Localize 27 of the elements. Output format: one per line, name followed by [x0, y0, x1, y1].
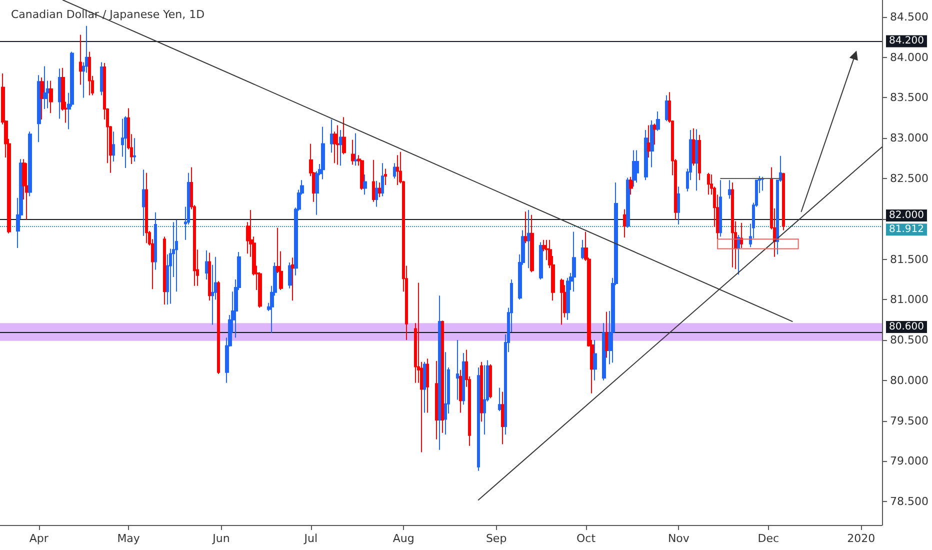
x-tick-label: Dec [758, 532, 780, 545]
y-tick-label: 84.000 [890, 50, 928, 64]
y-tick-label: 84.500 [890, 10, 928, 24]
ref-line-label: 84.200 [889, 36, 924, 47]
y-tick-label: 83.000 [890, 132, 928, 145]
x-tick-label: 2020 [847, 532, 876, 545]
y-tick-label: 79.000 [890, 454, 928, 468]
y-tick-label: 83.500 [890, 91, 928, 104]
x-tick-label: Apr [29, 532, 49, 545]
y-tick-label: 80.000 [890, 374, 928, 387]
y-tick-label: 81.500 [890, 252, 928, 266]
x-tick-label: Jun [212, 532, 230, 545]
y-tick-label: 78.500 [890, 495, 928, 508]
ref-line-label: 82.000 [889, 210, 924, 221]
y-tick-label: 81.000 [890, 293, 928, 306]
x-tick-label: Oct [576, 532, 596, 545]
y-tick-label: 82.500 [890, 172, 928, 185]
x-tick-label: Jul [303, 532, 318, 545]
y-tick-label: 80.500 [890, 334, 928, 347]
text: Canadian Dollar / Japanese Yen, 1D [11, 8, 205, 21]
x-tick-label: Sep [486, 532, 507, 545]
ref-line-label: 81.912 [889, 224, 924, 236]
ref-line-label: 80.600 [889, 322, 924, 333]
x-tick-label: Nov [668, 532, 690, 545]
x-tick-label: Aug [392, 532, 414, 545]
y-tick-label: 79.500 [890, 414, 928, 428]
x-tick-label: May [117, 532, 140, 545]
